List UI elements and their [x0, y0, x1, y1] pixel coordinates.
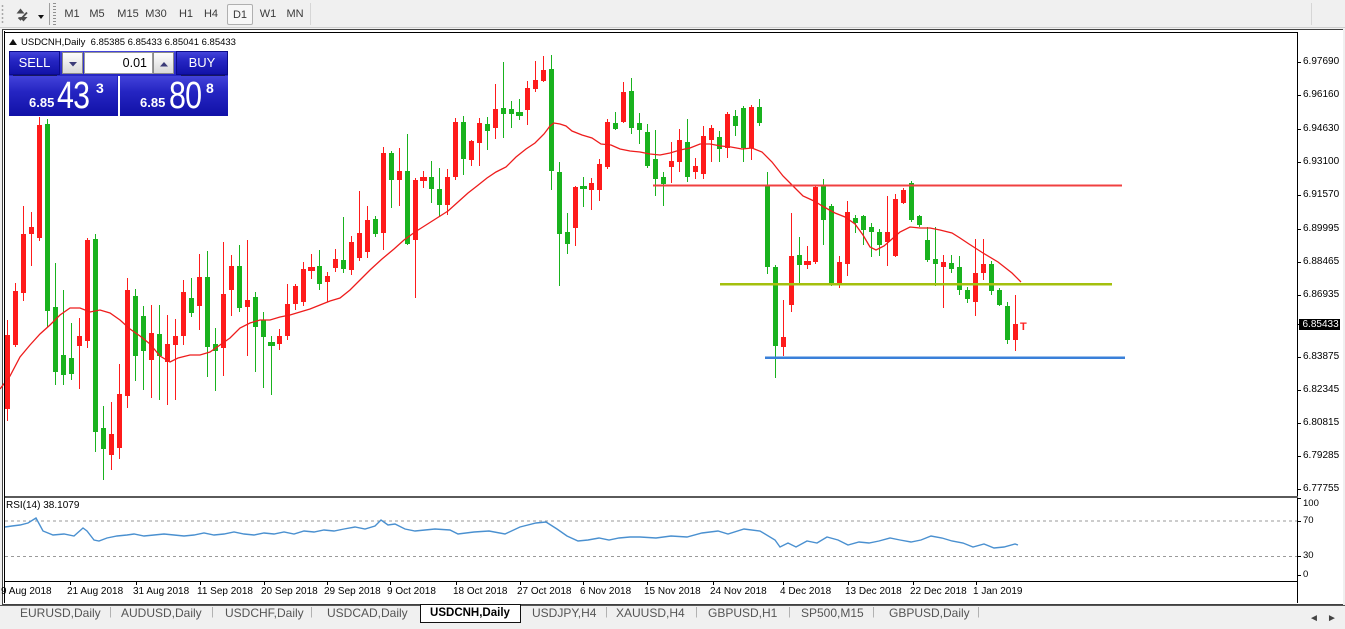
svg-text:T: T: [1020, 321, 1027, 333]
